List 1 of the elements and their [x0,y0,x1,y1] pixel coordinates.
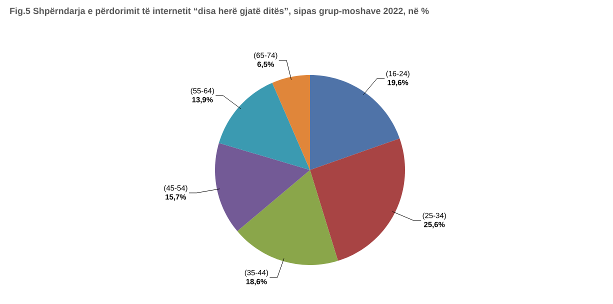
chart-title: Fig.5 Shpërndarja e përdorimit të internetit “disa herë gjatë ditës”, sipas grup-moshave 2022, në % [10,8,429,16]
